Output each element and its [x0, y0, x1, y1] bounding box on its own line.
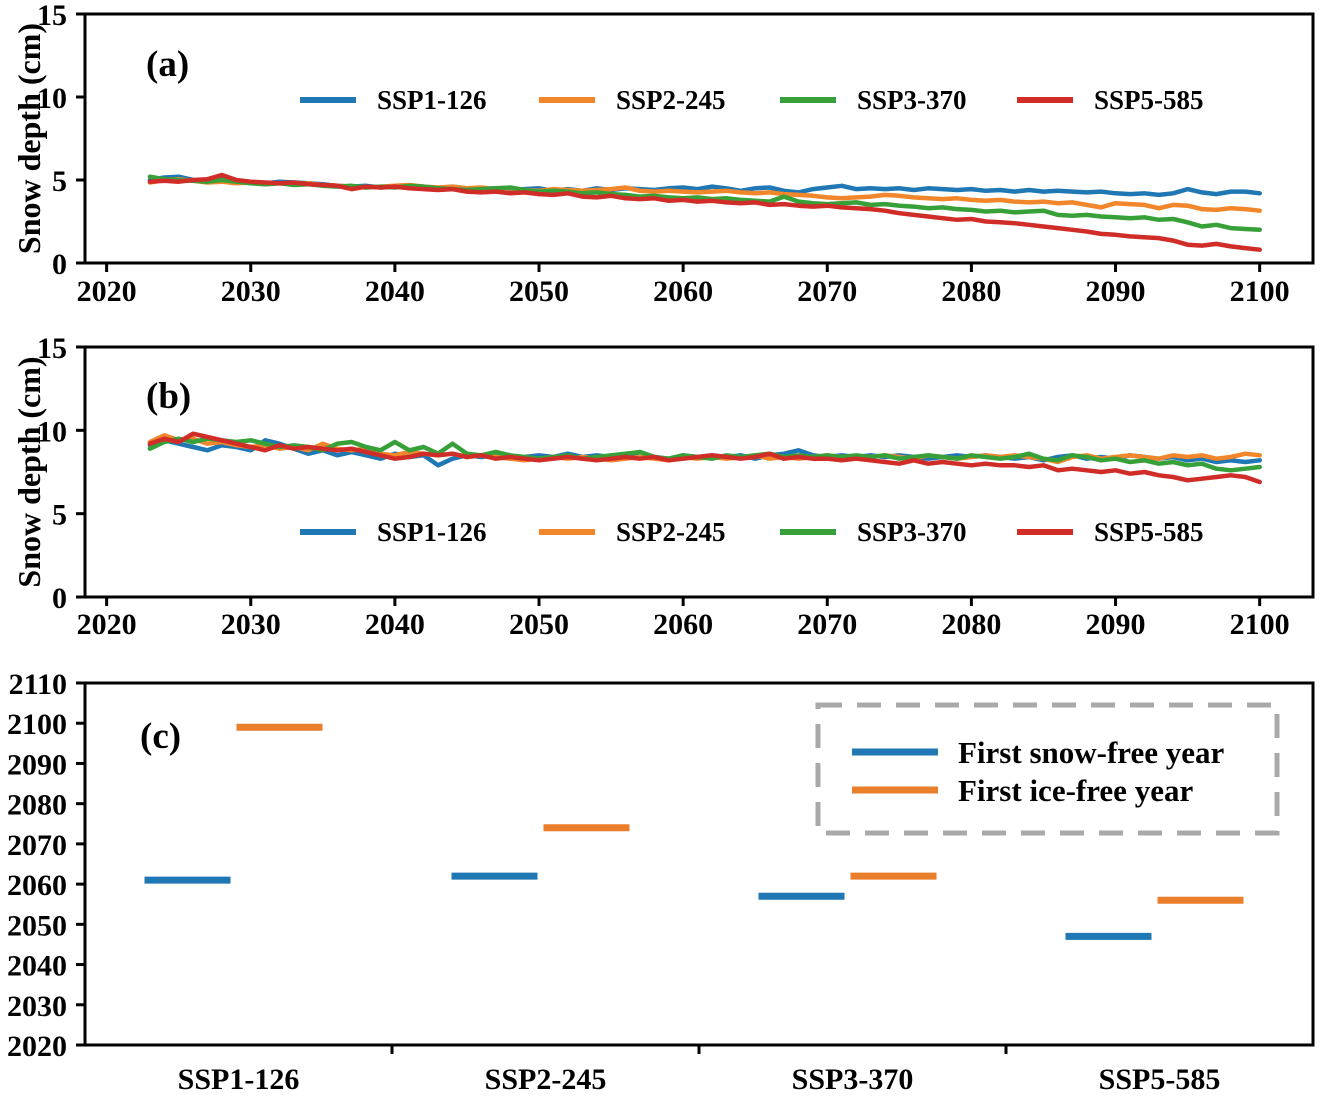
panel-c-y-tick-label: 2100: [7, 708, 67, 741]
panel-a-x-tick-label: 2070: [797, 275, 857, 308]
panel-a-y-tick-label: 15: [37, 0, 67, 32]
panel-b-x-tick-label: 2100: [1230, 608, 1290, 641]
category-label-ssp2-245: SSP2-245: [485, 1063, 607, 1096]
category-label-ssp1-126: SSP1-126: [178, 1063, 300, 1096]
panel-b-x-tick-label: 2050: [509, 608, 569, 641]
panel-a-frame: [83, 12, 1315, 265]
panel-c-letter: (c): [140, 716, 181, 757]
legend-b-label-ssp2-245: SSP2-245: [616, 517, 726, 547]
category-label-ssp3-370: SSP3-370: [792, 1063, 914, 1096]
panel-a-series-SSP5-585: [147, 172, 1262, 252]
panel-c-y-tick-label: 2090: [7, 748, 67, 781]
panel-b-y-tick-label: 5: [52, 499, 67, 532]
panel-c-y-tick-label: 2050: [7, 909, 67, 942]
panel-a-x-tick-label: 2020: [77, 275, 137, 308]
panel-b-frame: [83, 345, 1315, 599]
panel-a-y-tick-label: 5: [52, 165, 67, 198]
legend-a-label-ssp3-370: SSP3-370: [857, 85, 967, 115]
panel-b-series-SSP5-585: [147, 431, 1262, 485]
panel-c-legend-box: [815, 702, 1280, 836]
panel-a-y-tick-label: 0: [52, 248, 67, 281]
legend-a-label-ssp1-126: SSP1-126: [377, 85, 487, 115]
panel-b-x-tick-label: 2090: [1086, 608, 1146, 641]
legend-a-label-ssp5-585: SSP5-585: [1094, 85, 1204, 115]
panel-b-y-tick-label: 10: [37, 415, 67, 448]
panel-b-series-SSP1-126: [147, 438, 1262, 468]
panel-a-y-axis-title: Snow depth (cm): [11, 23, 47, 254]
panel-a-letter: (a): [146, 44, 189, 85]
panel-a-x-tick-label: 2080: [941, 275, 1001, 308]
panel-b-x-tick-label: 2060: [653, 608, 713, 641]
panel-a-x-tick-label: 2040: [365, 275, 425, 308]
panel-c-y-tick-label: 2060: [7, 869, 67, 902]
panel-c-y-tick-label: 2080: [7, 789, 67, 822]
panel-a-x-tick-label: 2060: [653, 275, 713, 308]
legend-a-label-ssp2-245: SSP2-245: [616, 85, 726, 115]
panel-a-x-tick-label: 2050: [509, 275, 569, 308]
legend-c-label-ice-free: First ice-free year: [958, 773, 1193, 808]
panel-b-x-tick-label: 2030: [221, 608, 281, 641]
panel-b-y-axis-title: Snow depth (cm): [11, 356, 47, 587]
panel-b-letter: (b): [146, 376, 191, 417]
panel-c-y-tick-label: 2110: [9, 668, 67, 701]
legend-b-label-ssp5-585: SSP5-585: [1094, 517, 1204, 547]
panel-c-y-tick-label: 2020: [7, 1030, 67, 1063]
panel-a-x-tick-label: 2030: [221, 275, 281, 308]
panel-b-x-tick-label: 2040: [365, 608, 425, 641]
panel-a-x-tick-label: 2090: [1086, 275, 1146, 308]
generated-chart-layer: 2020 2030 2040 2050 2060 2070 2080 2090 2100 0 5 10…: [7, 0, 1315, 1063]
panel-c-y-tick-label: 2070: [7, 829, 67, 862]
legend-b-label-ssp3-370: SSP3-370: [857, 517, 967, 547]
panel-c-y-tick-label: 2030: [7, 990, 67, 1023]
panel-b-y-tick-label: 0: [52, 582, 67, 615]
panel-b-x-tick-label: 2020: [77, 608, 137, 641]
panel-c-y-tick-label: 2040: [7, 950, 67, 983]
panel-a-y-tick-label: 10: [37, 82, 67, 115]
panel-b-x-tick-label: 2080: [941, 608, 1001, 641]
legend-c-label-snow-free: First snow-free year: [958, 735, 1225, 770]
panel-b-y-tick-label: 15: [37, 332, 67, 365]
panel-b-x-tick-label: 2070: [797, 608, 857, 641]
category-label-ssp5-585: SSP5-585: [1099, 1063, 1221, 1096]
legend-b-label-ssp1-126: SSP1-126: [377, 517, 487, 547]
panel-a-x-tick-label: 2100: [1230, 275, 1290, 308]
